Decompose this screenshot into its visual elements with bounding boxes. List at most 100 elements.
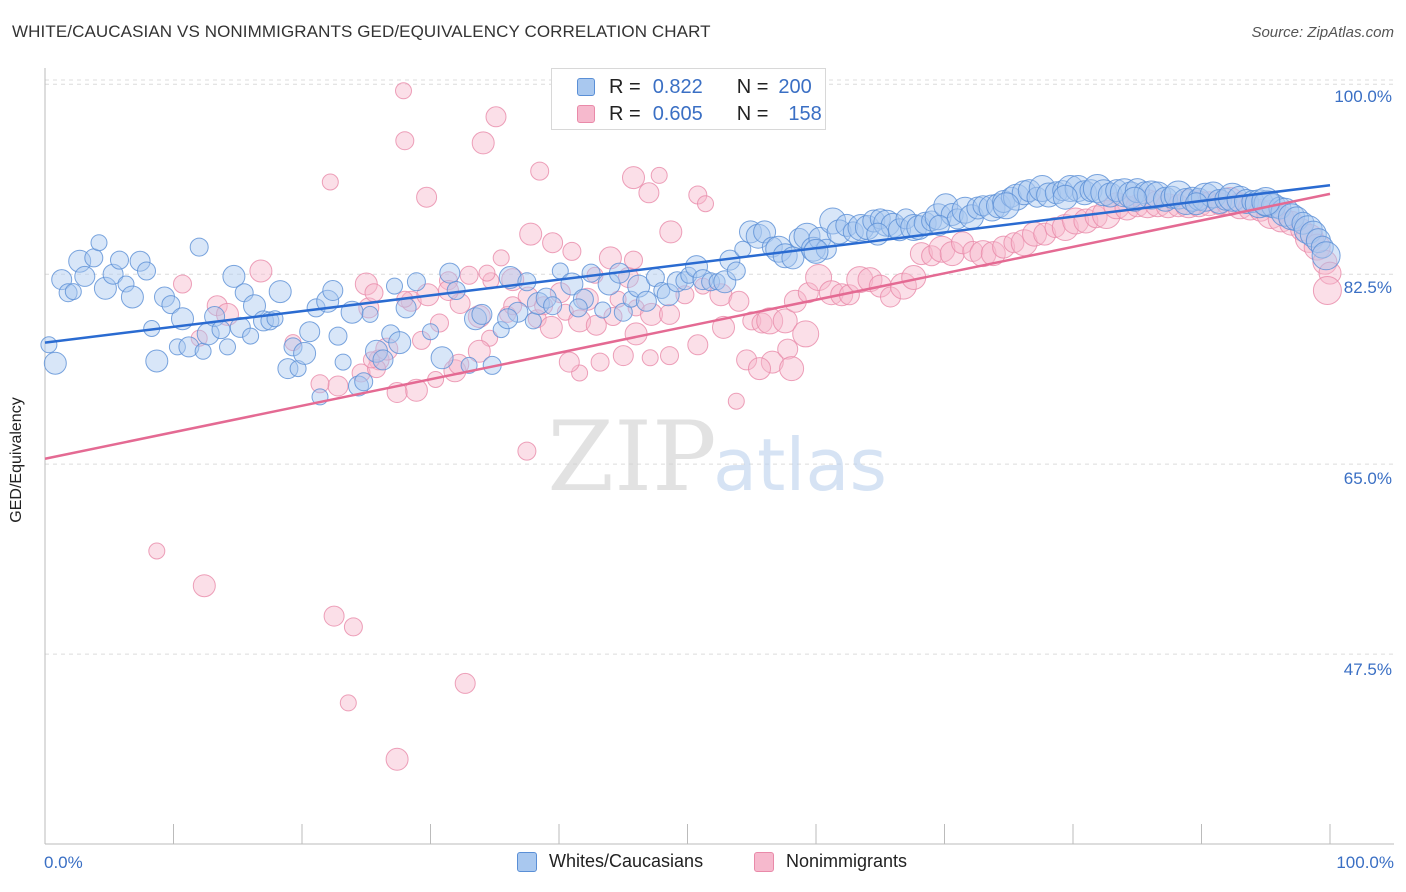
whites-point [1124, 178, 1150, 204]
nonimmigrants-point [549, 282, 571, 304]
nonimmigrants-point [846, 266, 874, 294]
whites-point [992, 192, 1020, 220]
whites-point [819, 207, 847, 235]
whites-point [1072, 180, 1098, 206]
nonimmigrants-point [571, 364, 589, 382]
whites-point [137, 261, 156, 281]
whites-point [900, 214, 928, 241]
nonimmigrants-point [857, 267, 883, 293]
whites-point [189, 237, 209, 257]
whites-point [1284, 206, 1310, 232]
nonimmigrants-point [1303, 233, 1331, 261]
whites-point [74, 265, 96, 287]
whites-point [543, 296, 563, 316]
nonimmigrants-point [687, 334, 709, 356]
whites-point [713, 270, 737, 294]
nonimmigrants-point [797, 282, 819, 304]
whites-point [219, 338, 236, 356]
nonimmigrants-point [519, 222, 543, 246]
whites-point [334, 353, 352, 371]
nonimmigrants-point [951, 231, 974, 255]
whites-point [194, 342, 212, 360]
whites-point [430, 346, 454, 370]
whites-point [145, 349, 169, 373]
nonimmigrants-point [622, 166, 645, 190]
whites-point [242, 327, 260, 345]
whites-point [268, 280, 292, 304]
whites-point [507, 301, 529, 323]
whites-point [692, 269, 714, 291]
nonimmigrants-point [980, 241, 1006, 267]
nonimmigrants-point [478, 264, 496, 282]
nonimmigrants-point [1003, 232, 1025, 254]
nonimmigrants-point [1312, 276, 1342, 305]
legend-item-nonimmigrants: Nonimmigrants [754, 851, 907, 872]
whites-point [594, 301, 612, 319]
whites-point [765, 235, 793, 263]
nonimmigrants-point [660, 346, 679, 366]
nonimmigrants-point [1044, 217, 1066, 238]
watermark-atlas: atlas [713, 423, 887, 507]
nonimmigrants-point [367, 359, 386, 379]
whites-point [168, 338, 186, 356]
nonimmigrants-point [659, 303, 680, 325]
whites-point [535, 287, 557, 309]
nonimmigrants-point [779, 356, 805, 382]
nonimmigrants-point [323, 605, 345, 627]
whites-point [471, 303, 493, 325]
whites-point [40, 336, 58, 354]
whites-point [110, 250, 129, 270]
nonimmigrants-point [756, 307, 784, 335]
whites-point [613, 302, 633, 322]
nonimmigrants-point [395, 131, 415, 151]
whites-point [635, 290, 657, 312]
nonimmigrants-point [650, 166, 668, 184]
whites-point [928, 214, 950, 236]
whites-point [524, 312, 542, 330]
correlation-legend: R = 0.822 N = 200 R = 0.605 N = 158 [551, 68, 826, 130]
whites-point [745, 223, 771, 249]
whites-point [1291, 211, 1315, 235]
nonimmigrants-point [1051, 214, 1079, 241]
nonimmigrants-point [558, 351, 580, 373]
whites-point [299, 321, 321, 343]
legend-n-value: 200 [778, 75, 812, 98]
nonimmigrants-point [562, 241, 582, 261]
nonimmigrants-point [467, 339, 491, 363]
whites-point [497, 308, 519, 330]
legend-label-nonimmigrants: Nonimmigrants [786, 851, 908, 871]
nonimmigrants-point [385, 747, 409, 771]
nonimmigrants-point [454, 672, 476, 694]
nonimmigrants-point [327, 375, 349, 397]
legend-swatch-blue [577, 78, 595, 96]
whites-point [772, 243, 798, 269]
legend-item-whites: Whites/Caucasians [517, 851, 703, 872]
series-legend: Whites/Caucasians Nonimmigrants [0, 851, 1406, 877]
nonimmigrants-point [542, 232, 564, 254]
whites-point [120, 285, 144, 309]
trend-line-whites [44, 183, 1331, 344]
y-tick-label-82-5: 82.5% [1343, 278, 1392, 297]
nonimmigrants-point [438, 280, 459, 301]
nonimmigrants-point [364, 283, 384, 303]
whites-point [803, 238, 829, 264]
legend-r-value: 0.822 [652, 75, 703, 98]
nonimmigrants-point [638, 182, 660, 204]
whites-point [386, 277, 403, 295]
legend-swatch-pink [577, 105, 595, 123]
axes [44, 68, 1394, 845]
chart-title: WHITE/CAUCASIAN VS NONIMMIGRANTS GED/EQU… [12, 22, 711, 41]
y-tick-label-100: 100.0% [1334, 87, 1392, 106]
whites-point [406, 272, 426, 292]
whites-point [873, 209, 901, 237]
nonimmigrants-point [736, 349, 758, 371]
nonimmigrants-point [792, 320, 820, 348]
whites-point [283, 337, 303, 357]
x-tick-label-min: 0.0% [44, 853, 83, 872]
whites-point [1305, 228, 1331, 254]
nonimmigrants-point [697, 195, 714, 213]
whites-point [1036, 182, 1062, 208]
nonimmigrants-point [517, 441, 537, 461]
whites-point [653, 282, 671, 299]
